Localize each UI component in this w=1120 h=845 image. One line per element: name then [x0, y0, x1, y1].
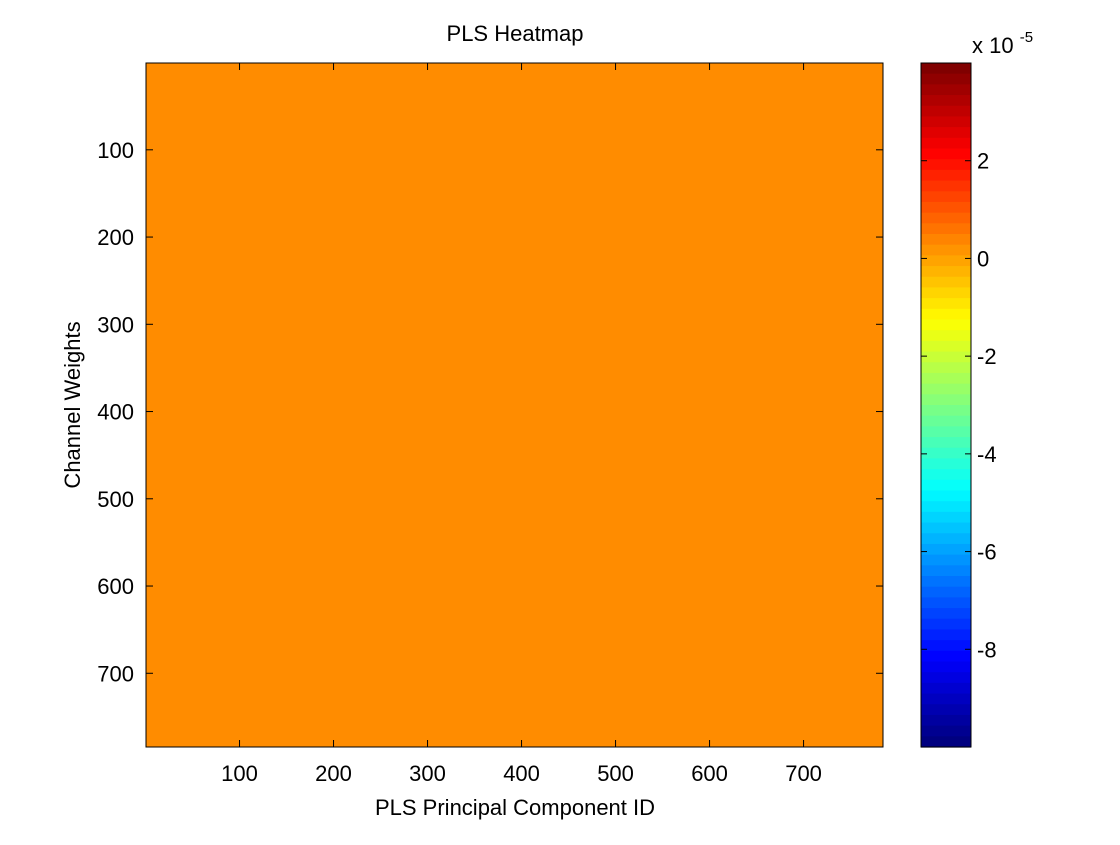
colorbar-segment — [921, 180, 971, 192]
colorbar-segment — [921, 672, 971, 684]
colorbar-segment — [921, 661, 971, 673]
colorbar-segment — [921, 565, 971, 577]
colorbar-segment — [921, 63, 971, 75]
colorbar-multiplier-base: x 10 — [972, 33, 1014, 58]
colorbar-segment — [921, 255, 971, 267]
colorbar-segment — [921, 95, 971, 107]
colorbar-segment — [921, 340, 971, 353]
colorbar-segment — [921, 308, 971, 321]
chart-title: PLS Heatmap — [447, 21, 584, 46]
colorbar-ticks: -8 -6 -4 -2 0 2 — [921, 149, 997, 662]
colorbar-segment — [921, 212, 971, 224]
colorbar-segment — [921, 650, 971, 663]
colorbar-segment — [921, 511, 971, 524]
y-tick-label: 500 — [97, 487, 134, 512]
colorbar-segment — [921, 148, 971, 160]
colorbar-segment — [921, 415, 971, 427]
colorbar-segment — [921, 287, 971, 299]
colorbar-segment — [921, 490, 971, 502]
colorbar-segment — [921, 383, 971, 395]
y-tick-label: 400 — [97, 400, 134, 425]
colorbar-segment — [921, 244, 971, 256]
colorbar-segment — [921, 608, 971, 620]
x-tick-label: 100 — [221, 761, 258, 786]
x-axis-ticks: 100 200 300 400 500 600 700 — [221, 63, 822, 786]
colorbar-segment — [921, 127, 971, 139]
colorbar-segment — [921, 629, 971, 641]
x-tick-label: 700 — [785, 761, 822, 786]
colorbar-segment — [921, 394, 971, 406]
colorbar-segment — [921, 116, 971, 128]
colorbar-segment — [921, 201, 971, 214]
colorbar-segment — [921, 543, 971, 556]
colorbar-segment — [921, 159, 971, 171]
colorbar-tick-label: -8 — [977, 637, 997, 662]
colorbar-tick-label: -4 — [977, 442, 997, 467]
colorbar-segment — [921, 223, 971, 235]
colorbar-tick-label: 0 — [977, 246, 989, 271]
colorbar-tick-label: -2 — [977, 344, 997, 369]
y-tick-label: 600 — [97, 574, 134, 599]
y-tick-label: 700 — [97, 661, 134, 686]
colorbar-multiplier: x 10 -5 — [972, 29, 1033, 58]
colorbar-segment — [921, 169, 971, 182]
colorbar-segment — [921, 533, 971, 545]
colorbar-segment — [921, 105, 971, 118]
colorbar-segment — [921, 682, 971, 695]
colorbar-tick-label: 2 — [977, 149, 989, 174]
colorbar-segment — [921, 298, 971, 310]
y-tick-label: 100 — [97, 138, 134, 163]
x-tick-label: 200 — [315, 761, 352, 786]
colorbar-segment — [921, 351, 971, 363]
colorbar-segment — [921, 469, 971, 481]
colorbar-segment — [921, 597, 971, 609]
colorbar-segment — [921, 137, 971, 150]
colorbar-tick-label: -6 — [977, 540, 997, 565]
colorbar-segment — [921, 319, 971, 331]
colorbar-segment — [921, 640, 971, 652]
y-tick-label: 200 — [97, 225, 134, 250]
colorbar-segment — [921, 405, 971, 417]
colorbar-segment — [921, 522, 971, 534]
colorbar-segment — [921, 618, 971, 631]
colorbar-segment — [921, 234, 971, 246]
colorbar-segment — [921, 426, 971, 438]
colorbar-segment — [921, 266, 971, 278]
x-tick-label: 600 — [691, 761, 728, 786]
colorbar-segment — [921, 704, 971, 716]
y-axis-label: Channel Weights — [60, 321, 85, 488]
heatmap-plot-area — [146, 63, 883, 747]
colorbar-segment — [921, 725, 971, 737]
x-tick-label: 400 — [503, 761, 540, 786]
plot-frame — [145, 62, 884, 748]
colorbar-multiplier-exponent: -5 — [1020, 29, 1033, 46]
colorbar-segment — [921, 84, 971, 96]
colorbar-segment — [921, 714, 971, 727]
colorbar-segment — [921, 73, 971, 85]
colorbar-segment — [921, 458, 971, 470]
x-tick-label: 500 — [597, 761, 634, 786]
colorbar-segment — [921, 693, 971, 705]
x-axis-label: PLS Principal Component ID — [375, 795, 655, 820]
colorbar-segment — [921, 276, 971, 289]
y-tick-label: 300 — [97, 312, 134, 337]
colorbar-segment — [921, 736, 971, 748]
colorbar-segment — [921, 479, 971, 492]
colorbar — [921, 63, 971, 748]
colorbar-segment — [921, 191, 971, 203]
colorbar-segment — [921, 372, 971, 385]
y-axis-ticks: 100 200 300 400 500 600 700 — [97, 138, 883, 686]
x-tick-label: 300 — [409, 761, 446, 786]
colorbar-segment — [921, 447, 971, 460]
colorbar-segment — [921, 330, 971, 342]
colorbar-segment — [921, 362, 971, 374]
colorbar-frame — [920, 62, 972, 748]
colorbar-segment — [921, 586, 971, 598]
colorbar-segment — [921, 576, 971, 588]
colorbar-segment — [921, 501, 971, 513]
colorbar-segment — [921, 554, 971, 566]
colorbar-segment — [921, 437, 971, 449]
